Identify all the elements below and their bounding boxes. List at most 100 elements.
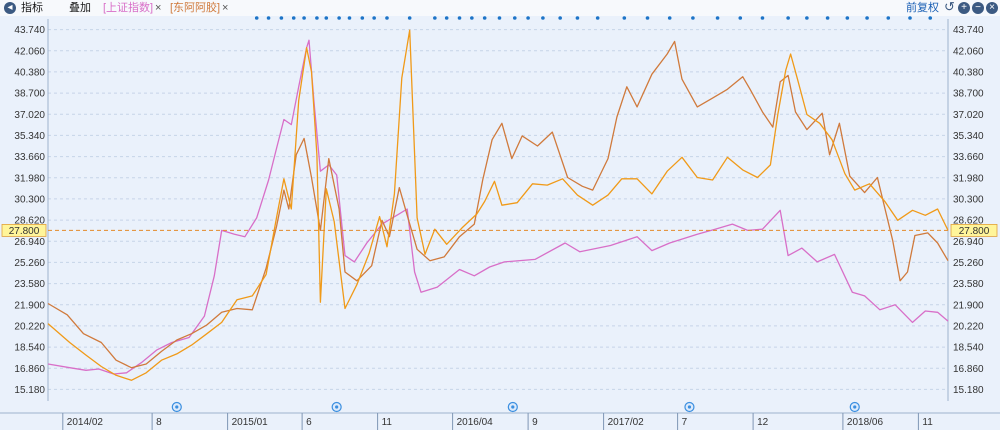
y-tick-label-right: 30.300 <box>953 194 984 205</box>
event-dot <box>645 16 650 20</box>
reference-value-left: 27.800 <box>9 226 40 237</box>
event-dot <box>886 16 891 20</box>
event-dot <box>575 16 580 20</box>
indicator-button[interactable]: 指标 <box>21 2 43 14</box>
event-dot <box>865 16 869 20</box>
event-dot <box>254 16 259 20</box>
chart-background <box>0 16 1000 430</box>
y-tick-label-right: 18.540 <box>953 343 984 354</box>
y-tick-label-left: 30.300 <box>14 194 45 205</box>
event-dot <box>291 16 296 20</box>
x-tick-label: 11 <box>922 417 933 428</box>
reference-tag-left <box>1 224 47 237</box>
y-tick-label-right: 35.340 <box>953 131 984 142</box>
overlay-button[interactable]: 叠加 <box>69 2 91 14</box>
adjust-mode-button[interactable]: 前复权 <box>906 2 939 14</box>
event-dot <box>279 16 284 20</box>
event-dot <box>667 16 672 20</box>
y-tick-label-right: 25.260 <box>953 258 984 269</box>
event-dot <box>928 16 933 20</box>
x-tick-label: 2015/01 <box>232 417 269 428</box>
remove-dongeejiao-icon[interactable]: × <box>222 2 229 14</box>
event-dot <box>324 16 329 20</box>
y-tick-label-right: 15.180 <box>953 385 984 396</box>
y-tick-label-right: 16.860 <box>953 364 984 375</box>
x-tick-label: 2014/02 <box>67 417 104 428</box>
event-dot <box>715 16 720 20</box>
event-dots <box>254 16 933 20</box>
event-dot <box>786 16 790 20</box>
y-tick-label-right: 20.220 <box>953 321 984 332</box>
x-tick-label: 2018/06 <box>847 417 884 428</box>
grid <box>47 19 949 401</box>
x-tick-label: 8 <box>156 417 162 428</box>
event-dot <box>738 16 743 20</box>
x-tick-label: 6 <box>306 417 312 428</box>
reference-value-right: 27.800 <box>959 226 990 237</box>
event-dot <box>497 16 502 20</box>
event-dot <box>825 16 830 20</box>
collapse-icon[interactable]: ◂ <box>4 2 16 14</box>
series-line <box>47 29 949 381</box>
y-axis-left: 15.180 16.860 18.540 20.220 21.900 23.580 25.2… <box>14 25 45 396</box>
y-tick-label-right: 43.740 <box>953 25 984 36</box>
y-tick-label-left: 15.180 <box>14 385 45 396</box>
overlay-tag-dongeejiao[interactable]: [东阿阿胶] <box>170 2 221 14</box>
event-dot <box>558 16 562 20</box>
y-tick-label-left: 23.580 <box>14 279 45 290</box>
event-dot <box>526 16 530 20</box>
series-layer <box>47 29 949 381</box>
x-tick-label: 12 <box>757 417 769 428</box>
event-dot <box>805 16 809 20</box>
event-dot <box>360 16 365 20</box>
y-tick-label-right: 40.380 <box>953 67 984 78</box>
chart-toolbar: ◂ 指标 叠加 [上证指数] × [东阿阿胶] × 前复权 ↺ + − × <box>0 0 1000 17</box>
y-tick-label-left: 25.260 <box>14 258 45 269</box>
x-tick-label: 2016/04 <box>457 417 494 428</box>
event-dot <box>512 16 517 20</box>
y-tick-label-right: 42.060 <box>953 46 984 57</box>
close-panel-icon[interactable]: × <box>986 2 998 14</box>
event-dot <box>691 16 695 20</box>
reference-tag-right <box>950 224 998 237</box>
price-chart[interactable]: 15.180 16.860 18.540 20.220 21.900 23.580 25.2… <box>0 16 1000 430</box>
event-dot <box>908 16 912 20</box>
event-marker-layer <box>171 401 860 413</box>
event-dot <box>266 16 271 20</box>
event-dot <box>470 16 474 20</box>
event-dot <box>433 16 437 20</box>
y-tick-label-left: 37.020 <box>14 110 45 121</box>
event-marker-core <box>687 405 692 409</box>
y-tick-label-right: 38.700 <box>953 89 984 100</box>
x-tick-label: 7 <box>682 417 688 428</box>
event-dot <box>407 16 412 20</box>
event-dot <box>457 16 462 20</box>
zoom-out-icon[interactable]: − <box>972 2 984 14</box>
y-tick-label-right: 33.660 <box>953 152 984 163</box>
remove-shanghai-icon[interactable]: × <box>155 2 162 14</box>
event-dot <box>302 16 306 20</box>
refresh-icon[interactable]: ↺ <box>944 0 955 14</box>
event-dot <box>337 16 341 20</box>
event-dot <box>315 16 319 20</box>
y-tick-label-right: 23.580 <box>953 279 984 290</box>
x-tick-label: 9 <box>532 417 538 428</box>
y-tick-label-left: 16.860 <box>14 364 45 375</box>
event-dot <box>760 16 765 20</box>
event-dot <box>595 16 600 20</box>
x-tick-label: 2017/02 <box>608 417 645 428</box>
y-tick-label-left: 31.980 <box>14 173 45 184</box>
x-tick-label: 11 <box>382 417 393 428</box>
overlay-tag-shanghai-index[interactable]: [上证指数] <box>103 2 154 14</box>
y-tick-label-left: 33.660 <box>14 152 45 163</box>
series-line <box>47 39 949 375</box>
y-tick-label-left: 43.740 <box>14 25 45 36</box>
series-line <box>47 40 949 369</box>
y-tick-label-left: 42.060 <box>14 46 45 57</box>
y-tick-label-left: 21.900 <box>14 300 45 311</box>
zoom-in-icon[interactable]: + <box>958 2 970 14</box>
y-tick-label-left: 38.700 <box>14 89 45 100</box>
event-dot <box>541 16 545 20</box>
y-tick-label-left: 26.940 <box>14 237 45 248</box>
event-marker-core <box>853 405 857 409</box>
